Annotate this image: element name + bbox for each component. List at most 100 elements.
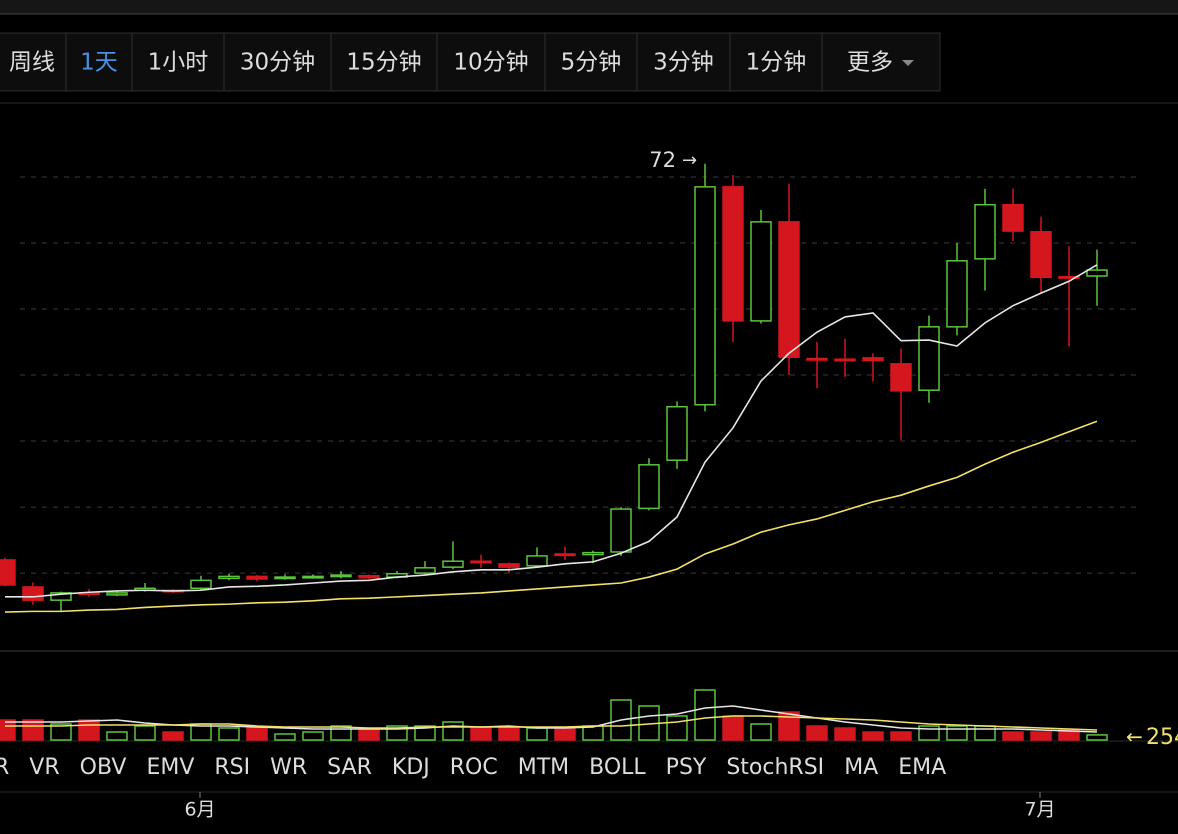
volume-bar (330, 725, 352, 741)
indicator-tab[interactable]: OBV (80, 755, 127, 780)
volume-bar (806, 725, 828, 741)
indicator-tab[interactable]: SAR (327, 755, 372, 780)
candle-body (470, 560, 492, 564)
volume-bar (890, 731, 912, 741)
volume-bar (834, 727, 856, 741)
tab[interactable]: 10分钟 (453, 50, 528, 76)
volume-bar (22, 719, 44, 741)
volume-bar (946, 725, 968, 741)
volume-bar (694, 689, 716, 741)
volume-bar (302, 731, 324, 741)
candle-body (302, 575, 324, 579)
candle-body (638, 464, 660, 510)
candle-body (610, 508, 632, 553)
tab[interactable]: 15分钟 (346, 50, 421, 76)
candle-body (50, 592, 72, 601)
tab[interactable]: 周线 (9, 50, 55, 76)
volume-bar (1086, 734, 1108, 741)
candle-body (918, 326, 940, 391)
volume-bar (162, 731, 184, 741)
volume-bar (50, 723, 72, 741)
volume-bar (554, 727, 576, 741)
candle-body (722, 186, 744, 322)
volume-label: 254 (1146, 725, 1178, 750)
volume-bar (274, 733, 296, 741)
indicator-tab[interactable]: R (0, 755, 9, 780)
indicator-tab[interactable]: WR (270, 755, 307, 780)
tab[interactable]: 5分钟 (561, 50, 622, 76)
volume-bar (442, 721, 464, 741)
x-tick-label: 7月 (1024, 799, 1055, 821)
tab[interactable]: 1天 (80, 50, 118, 76)
indicator-tab[interactable]: BOLL (589, 755, 646, 780)
indicator-tab[interactable]: EMA (898, 755, 946, 780)
tab[interactable]: 30分钟 (240, 50, 315, 76)
top-strip (0, 0, 1178, 14)
ma-line (4, 420, 1098, 613)
candle-body (106, 592, 128, 596)
volume-bar (666, 715, 688, 741)
volume-bar (414, 725, 436, 741)
candle-body (246, 575, 268, 580)
tab-bar (0, 32, 941, 92)
volume-bar (358, 729, 380, 741)
volume-arrow: ← (1126, 725, 1143, 749)
volume-bar (0, 719, 16, 741)
volume-bar (78, 719, 100, 741)
candle-body (0, 559, 16, 586)
volume-bar (498, 727, 520, 741)
candle-body (694, 186, 716, 406)
indicator-tab[interactable]: EMV (146, 755, 194, 780)
volume-bar (1058, 729, 1080, 741)
volume-bar (582, 725, 604, 741)
volume-bar (134, 725, 156, 741)
candle-body (750, 221, 772, 322)
indicator-tab[interactable]: ROC (450, 755, 498, 780)
indicator-tab[interactable]: StochRSI (726, 755, 824, 780)
indicator-tab[interactable]: VR (29, 755, 59, 780)
volume-bar (106, 731, 128, 741)
tab[interactable]: 1小时 (148, 50, 209, 76)
candle-body (358, 574, 380, 579)
candle-body (330, 574, 352, 578)
indicator-tab[interactable]: MTM (518, 755, 569, 780)
max-arrow: → (682, 150, 697, 171)
candle-body (498, 563, 520, 568)
volume-bar (526, 727, 548, 741)
indicator-tab[interactable]: RSI (214, 755, 250, 780)
volume-bar (862, 731, 884, 741)
indicator-tab[interactable]: KDJ (392, 755, 430, 780)
volume-bar (722, 715, 744, 741)
dropdown-caret (902, 60, 914, 66)
candle-body (22, 586, 44, 601)
candle-body (414, 567, 436, 574)
indicator-tab[interactable]: PSY (666, 755, 707, 780)
indicator-tab[interactable]: MA (844, 755, 878, 780)
volume-bar (750, 723, 772, 741)
ma-line (5, 264, 1098, 598)
volume-bar (778, 711, 800, 741)
candle-body (1002, 203, 1024, 232)
volume-bar (246, 727, 268, 741)
volume-bar (470, 727, 492, 741)
candle-body (666, 405, 688, 461)
candle-body (778, 221, 800, 358)
volume-bar (1002, 731, 1024, 741)
candle-body (218, 575, 240, 580)
max-label: 72 (649, 148, 676, 172)
volume-ma-line (5, 715, 1098, 731)
candle-body (582, 551, 604, 556)
candle-body (274, 576, 296, 580)
volume-bar (974, 725, 996, 741)
candle-body (526, 555, 548, 567)
candle-body (190, 579, 212, 590)
candle-body (946, 260, 968, 328)
candle-body (974, 203, 996, 260)
candle-body (1030, 231, 1052, 279)
tab[interactable]: 更多 (847, 50, 893, 76)
tab[interactable]: 1分钟 (746, 50, 807, 76)
candle-body (1058, 275, 1080, 279)
tab[interactable]: 3分钟 (653, 50, 714, 76)
x-tick-label: 6月 (184, 799, 215, 821)
